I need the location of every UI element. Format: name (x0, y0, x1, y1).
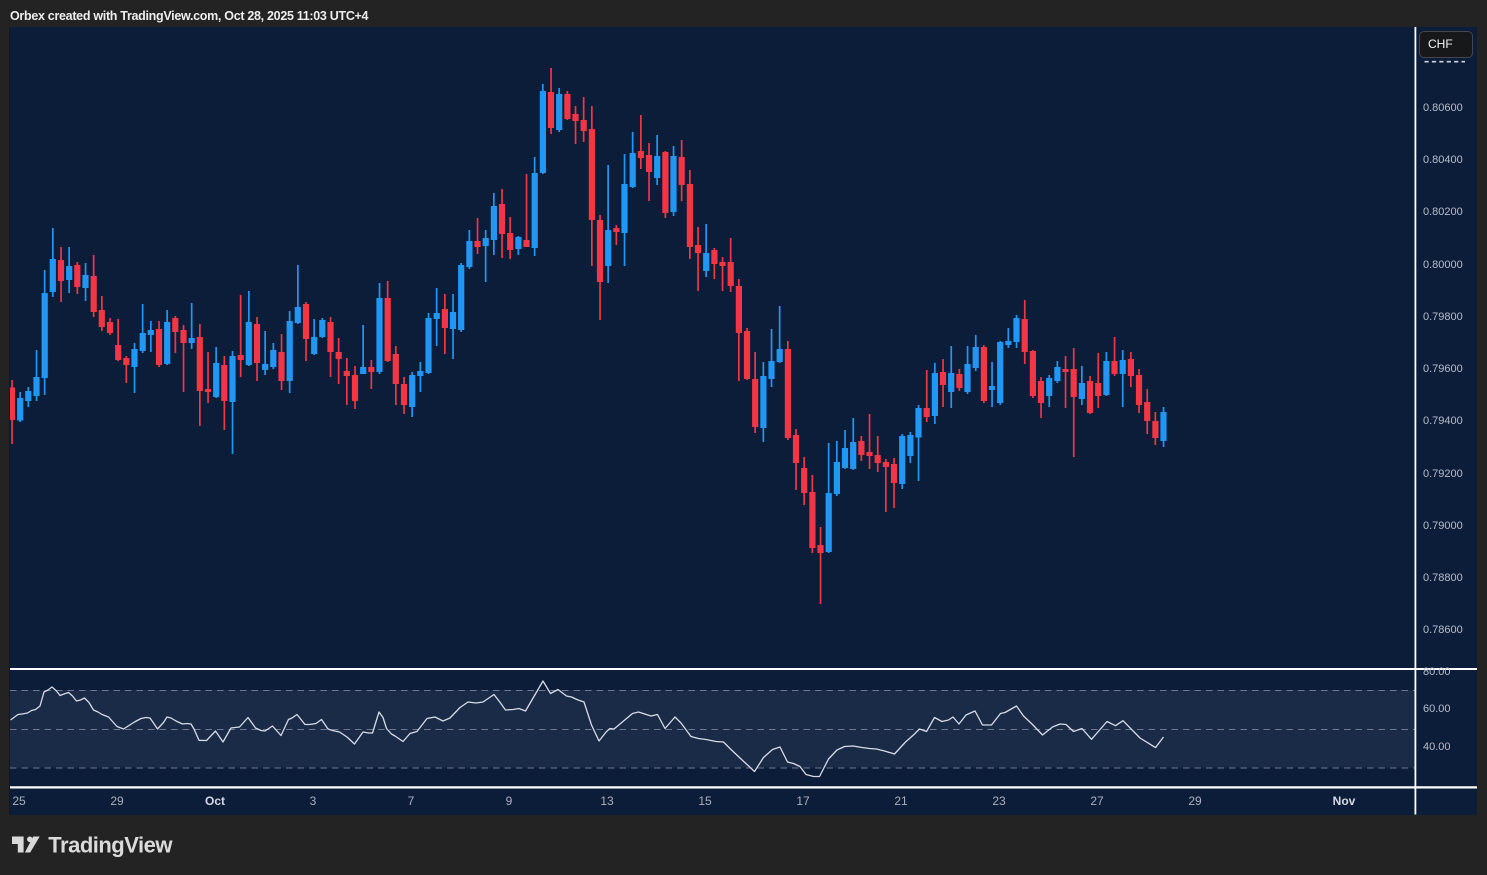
svg-text:TradingView: TradingView (48, 833, 173, 858)
